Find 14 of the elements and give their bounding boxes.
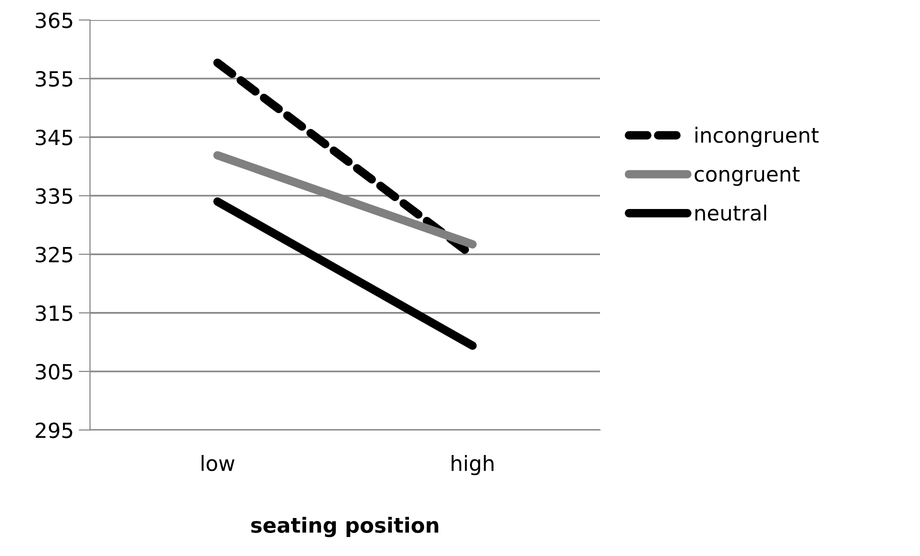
y-tick-label: 325 (36, 246, 72, 262)
y-tick-label: 345 (36, 130, 72, 146)
legend-label: congruent (694, 166, 800, 186)
legend-label: neutral (695, 204, 766, 221)
y-tick-label: 365 (36, 12, 72, 28)
y-tick-label: 355 (36, 71, 72, 87)
x-tick-label: low (202, 455, 234, 472)
x-tick-label: high (452, 455, 494, 476)
legend-label: incongruent (695, 126, 819, 147)
y-tick-label: 315 (36, 305, 72, 322)
x-axis-title: seating position (251, 516, 438, 538)
y-tick-label: 335 (36, 188, 72, 204)
y-tick-label: 295 (36, 422, 72, 438)
y-tick-label: 305 (36, 364, 72, 380)
